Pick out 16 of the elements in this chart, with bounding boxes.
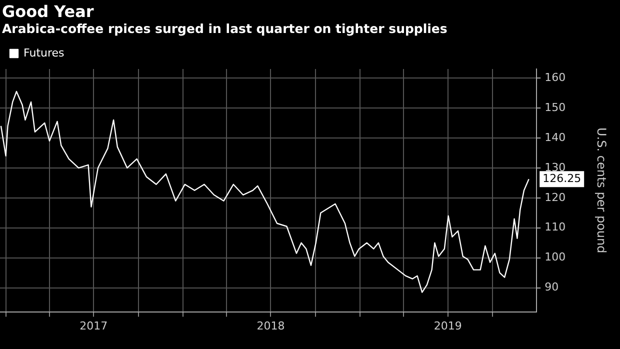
y-tick-label: 130 [544, 160, 566, 174]
y-tick-label: 110 [544, 220, 566, 234]
y-tick-label: 140 [544, 130, 566, 144]
y-axis-title: U.S. cents per pound [594, 128, 609, 254]
x-tick-label: 2017 [80, 319, 108, 332]
annotation: 126.25 [542, 172, 582, 186]
legend-label: Futures [24, 46, 65, 60]
y-tick-label: 120 [544, 190, 566, 204]
x-tick-label: 2019 [434, 319, 462, 332]
chart-title: Good Year [1, 1, 95, 21]
y-tick-label: 90 [544, 280, 559, 294]
chart-subtitle: Arabica-coffee rpices surged in last quarter on tighter supplies [1, 21, 448, 38]
x-tick-label: 2018 [256, 319, 285, 332]
y-tick-label: 100 [544, 250, 566, 264]
y-tick-label: 160 [544, 70, 566, 84]
y-tick-label: 150 [544, 100, 566, 114]
